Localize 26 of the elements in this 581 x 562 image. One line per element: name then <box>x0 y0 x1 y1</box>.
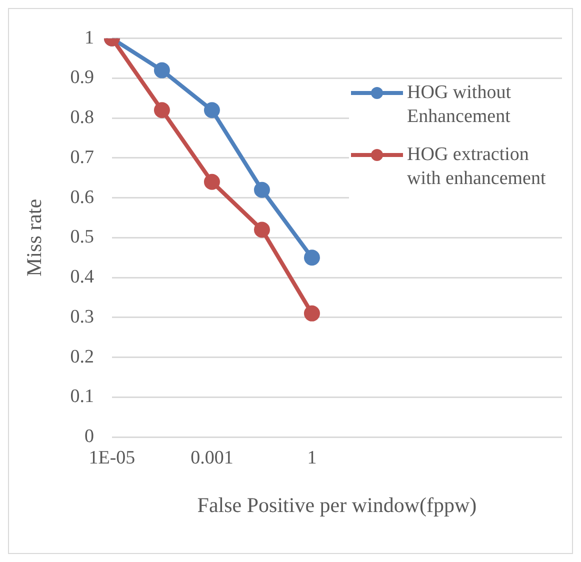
point <box>204 102 220 118</box>
y-tick-label: 0.4 <box>70 266 94 288</box>
point <box>204 174 220 190</box>
x-tick-label: 0.001 <box>190 447 234 468</box>
y-tick-label: 0.6 <box>70 186 94 208</box>
point <box>254 182 270 198</box>
y-tick-label: 0.7 <box>70 146 94 168</box>
y-tick-label: 0.8 <box>70 107 94 128</box>
y-axis-title: Miss rate <box>22 198 46 276</box>
legend-label: HOG without Enhancement <box>407 81 512 129</box>
y-tick-label: 0.1 <box>70 386 94 408</box>
x-tick-label: 1 <box>307 447 317 468</box>
point <box>254 222 270 238</box>
y-tick-label: 0.9 <box>70 67 94 88</box>
y-tick-label: 0.5 <box>70 226 94 248</box>
point <box>304 250 320 266</box>
point <box>304 305 320 322</box>
y-tick-label: 0 <box>84 426 94 447</box>
point <box>154 62 170 78</box>
x-tick-label: 1E-05 <box>88 447 136 468</box>
y-tick-label: 0.3 <box>70 306 94 328</box>
y-tick-label: 1 <box>84 27 94 48</box>
point <box>154 102 170 118</box>
y-tick-label: 0.2 <box>70 346 94 368</box>
legend-label: HOG extraction with enhancement <box>407 143 547 191</box>
x-axis-title: False Positive per window(fppw) <box>197 492 477 517</box>
